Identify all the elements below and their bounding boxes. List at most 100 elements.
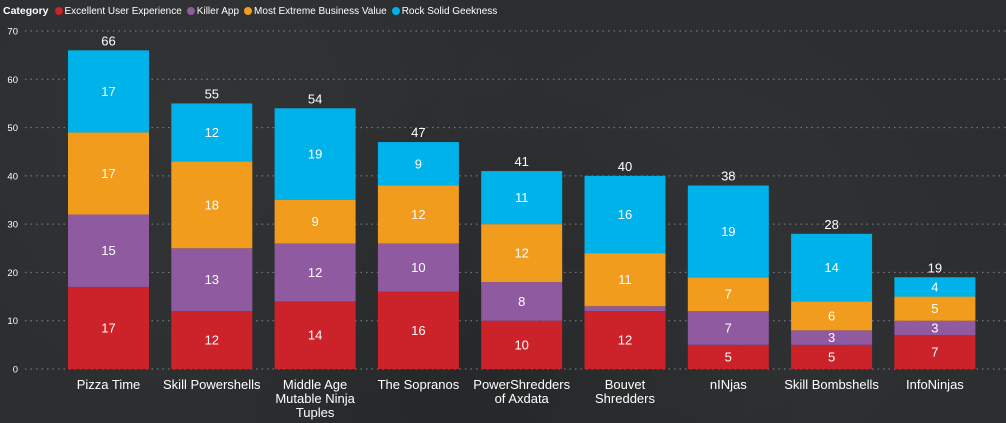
bar-segment[interactable] (687, 277, 769, 312)
data-label: 14 (824, 260, 838, 275)
data-label: 12 (308, 265, 322, 280)
legend-label: Killer App (196, 5, 240, 17)
total-label: 28 (824, 217, 838, 232)
bar-segment[interactable] (274, 108, 356, 200)
y-tick-label: 20 (7, 268, 18, 279)
bar-segment[interactable] (377, 243, 459, 292)
y-tick-label: 0 (13, 365, 18, 376)
total-label: 55 (205, 86, 219, 101)
bar-segment[interactable] (377, 291, 459, 369)
bar-segment[interactable] (687, 344, 769, 369)
legend-dot-icon (244, 7, 253, 15)
data-label: 17 (101, 84, 115, 99)
legend-item-most-extreme-business-value[interactable]: Most Extreme Business Value (244, 6, 387, 17)
bar-segment[interactable] (791, 344, 873, 369)
bar-segment[interactable] (274, 243, 356, 302)
bar-segment[interactable] (894, 320, 976, 336)
bar-segment[interactable] (687, 185, 769, 278)
bar-segment[interactable] (377, 142, 459, 186)
bar-segment[interactable] (894, 277, 976, 297)
data-label: 17 (101, 166, 115, 181)
data-label: 15 (101, 243, 115, 258)
data-label: 4 (931, 279, 938, 294)
bar-segment[interactable] (171, 161, 253, 249)
bar-segment[interactable] (584, 253, 666, 307)
data-label: 12 (205, 125, 219, 140)
bar-segment[interactable] (68, 286, 149, 369)
legend-label: Excellent User Experience (64, 5, 182, 17)
total-label: 41 (514, 154, 528, 169)
data-label: 5 (828, 349, 835, 364)
data-label: 7 (931, 345, 938, 360)
bar-segment[interactable] (894, 335, 976, 369)
bar-segment[interactable] (584, 175, 666, 254)
data-label: 3 (828, 330, 835, 345)
bars: 1715171766121318125514129195416101294710… (68, 33, 976, 369)
data-label: 13 (205, 272, 219, 287)
data-label: 18 (205, 197, 219, 212)
bar-segment[interactable] (481, 224, 563, 283)
bar-segment[interactable] (791, 301, 873, 331)
data-label: 9 (311, 214, 318, 229)
data-label: 19 (721, 224, 735, 239)
legend-label: Most Extreme Business Value (254, 5, 387, 17)
bar-segment[interactable] (377, 185, 459, 244)
data-label: 8 (518, 294, 525, 309)
bar-segment[interactable] (171, 311, 253, 369)
data-label: 6 (828, 308, 835, 323)
y-tick-label: 40 (7, 171, 18, 182)
legend-dot-icon (186, 7, 195, 15)
bar-segment[interactable] (481, 282, 563, 321)
y-axis: 0 10 20 30 40 50 60 70 (7, 27, 18, 376)
bar-segment[interactable] (791, 330, 873, 345)
x-tick-label: Bouvet (605, 377, 646, 392)
y-tick-label: 70 (7, 27, 18, 38)
x-tick-label: Mutable Ninja (275, 391, 355, 406)
data-label: 12 (514, 246, 528, 261)
data-label: 10 (411, 260, 425, 275)
x-tick-label: Shredders (595, 391, 655, 406)
bar-segment[interactable] (791, 233, 873, 302)
bar-segment[interactable] (481, 171, 563, 225)
x-tick-label: Tuples (296, 405, 335, 420)
bar-segment[interactable] (584, 311, 666, 369)
bar-segment[interactable] (894, 296, 976, 321)
bar-segment[interactable] (68, 50, 149, 133)
legend-title: Category (3, 5, 49, 17)
bar-segment[interactable] (68, 132, 149, 215)
x-tick-label: of Axdata (495, 391, 550, 406)
bar-segment[interactable] (274, 200, 356, 244)
legend-item-rock-solid-geekness[interactable]: Rock Solid Geekness (391, 6, 497, 17)
legend-item-excellent-user-experience[interactable]: Excellent User Experience (54, 5, 182, 17)
y-tick-label: 50 (7, 123, 18, 134)
data-label: 11 (618, 272, 632, 287)
x-tick-label: InfoNinjas (906, 377, 964, 392)
data-label: 16 (411, 323, 425, 338)
bar-segment[interactable] (171, 103, 253, 162)
x-tick-label: The Sopranos (378, 377, 460, 392)
legend-item-killer-app[interactable]: Killer App (186, 5, 240, 17)
x-tick-label: Pizza Time (77, 377, 141, 392)
bar-segment[interactable] (584, 306, 666, 312)
data-label: 10 (514, 337, 528, 352)
x-axis: Pizza Time Skill Powershells Middle AgeMut… (77, 377, 965, 420)
x-tick-label: Skill Bombshells (784, 377, 879, 392)
bar-segment[interactable] (274, 301, 356, 369)
bar-segment[interactable] (481, 320, 563, 369)
x-tick-label: nINjas (710, 377, 747, 392)
data-label: 7 (725, 287, 732, 302)
y-tick-label: 10 (7, 316, 18, 327)
data-label: 11 (515, 190, 529, 205)
bar-segment[interactable] (687, 311, 769, 345)
data-label: 12 (618, 333, 632, 348)
total-label: 38 (721, 169, 735, 184)
bar-segment[interactable] (68, 214, 149, 287)
y-tick-label: 60 (7, 75, 18, 86)
bar-segment[interactable] (171, 248, 253, 312)
data-label: 5 (725, 349, 732, 364)
x-tick-label: PowerShredders (473, 377, 570, 392)
x-tick-label: Middle Age (283, 377, 347, 392)
legend-dot-icon (54, 7, 63, 15)
total-label: 19 (928, 260, 942, 275)
